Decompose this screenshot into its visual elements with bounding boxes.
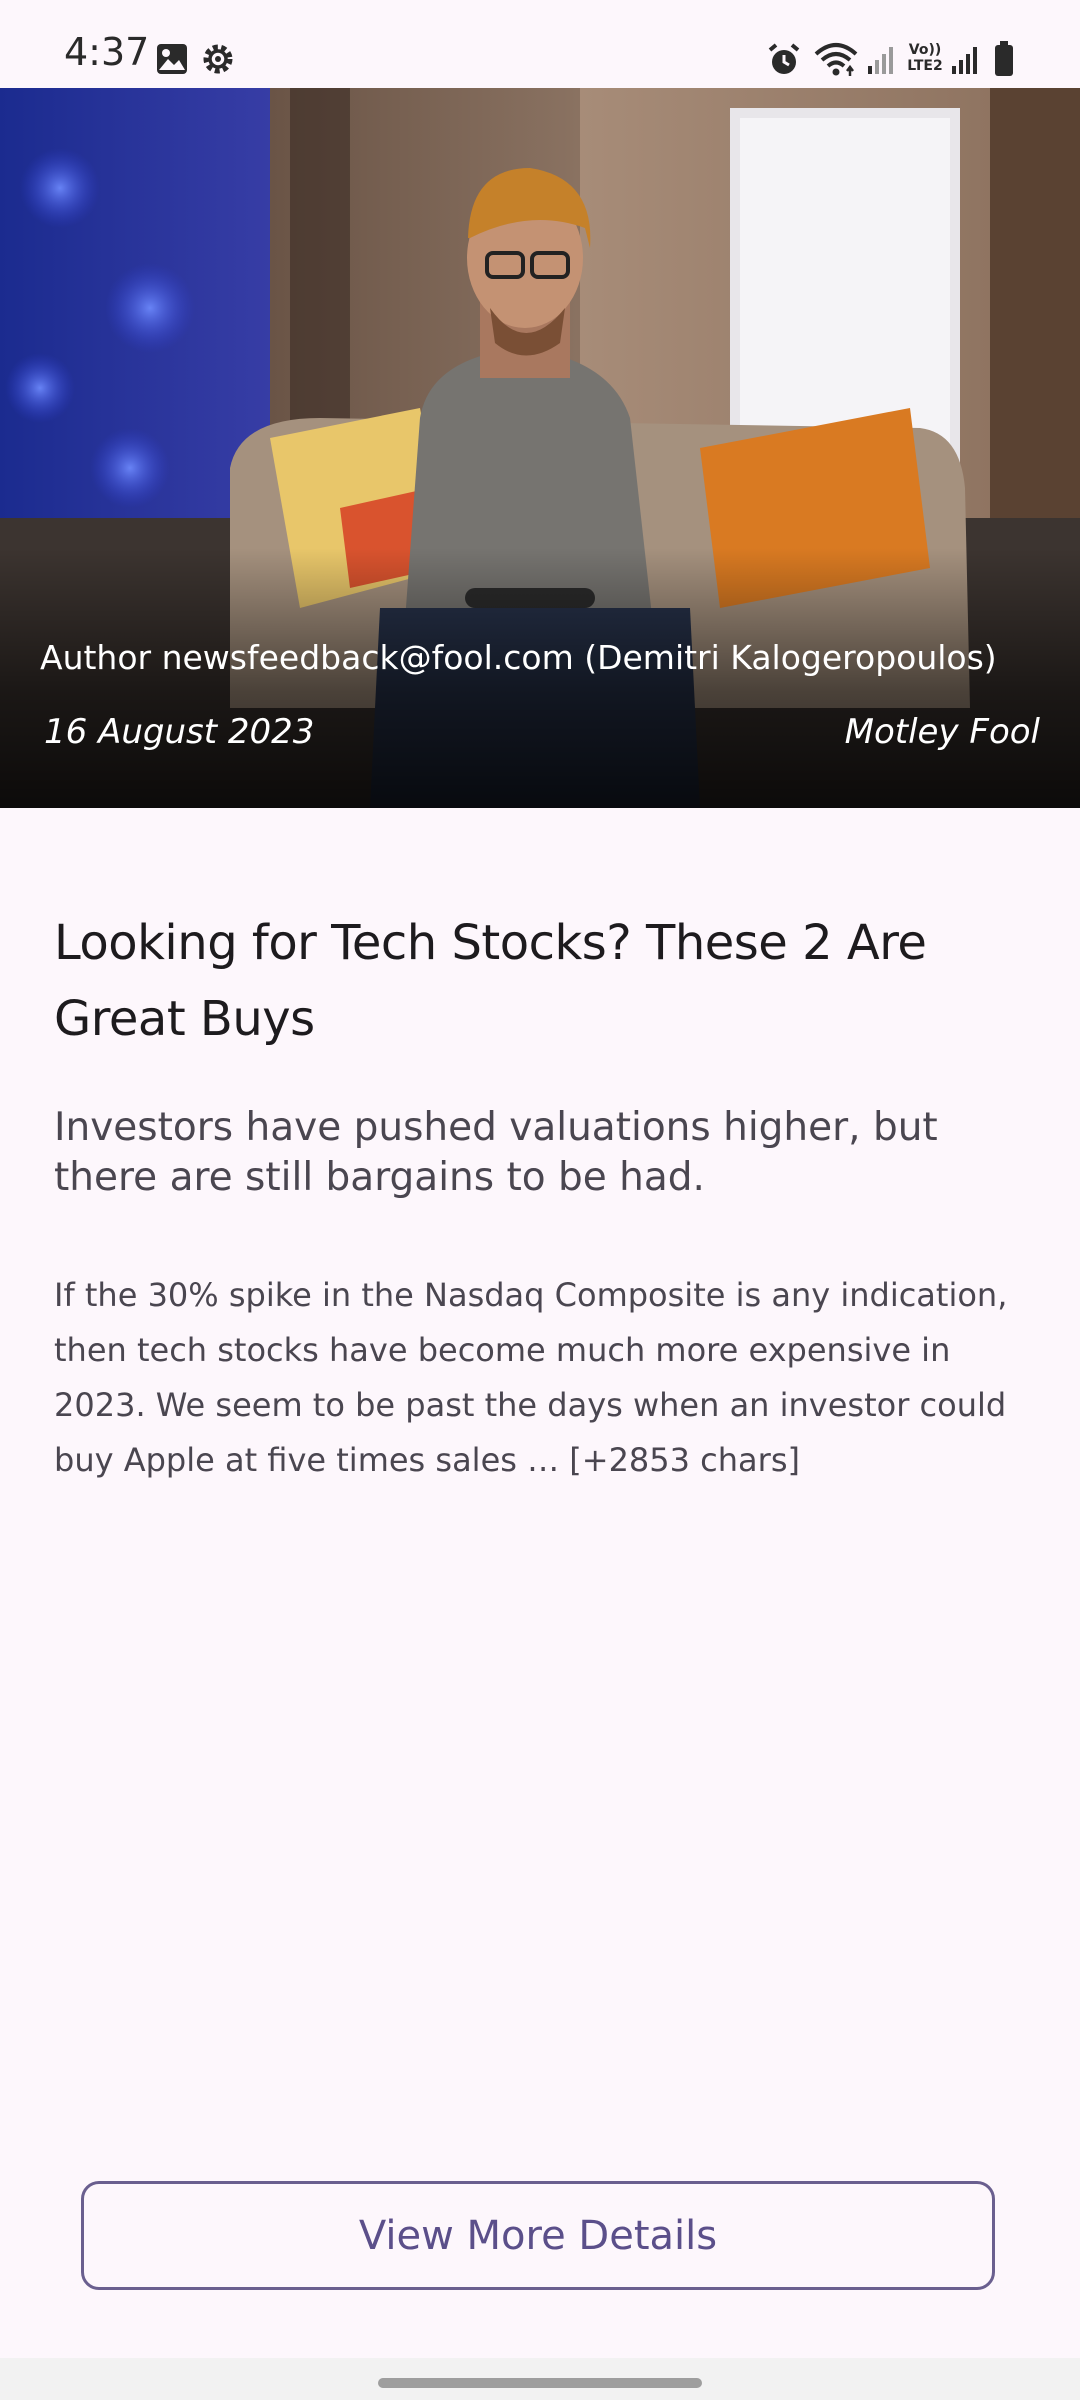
image-icon bbox=[157, 44, 187, 74]
article-date: 16 August 2023 bbox=[44, 712, 315, 752]
battery-icon bbox=[995, 41, 1013, 76]
gear-icon bbox=[203, 44, 233, 74]
article-author: Author newsfeedback@fool.com (Demitri Ka… bbox=[40, 638, 997, 677]
volte-icon: Vo)) LTE2 bbox=[907, 42, 943, 74]
signal-icon bbox=[952, 47, 977, 74]
article-source: Motley Fool bbox=[844, 712, 1040, 752]
view-more-details-button[interactable]: View More Details bbox=[81, 2181, 995, 2290]
article-content: If the 30% spike in the Nasdaq Composite… bbox=[54, 1276, 1008, 1479]
signal-icon bbox=[868, 47, 893, 74]
status-bar: 4:37 Vo)) LTE2 bbox=[0, 0, 1080, 88]
alarm-icon bbox=[768, 43, 800, 74]
wifi-icon bbox=[814, 43, 858, 76]
article-description: Investors have pushed valuations higher,… bbox=[54, 1105, 938, 1200]
article-title: Looking for Tech Stocks? These 2 Are Gre… bbox=[54, 915, 927, 1047]
article-image: Author newsfeedback@fool.com (Demitri Ka… bbox=[0, 88, 1080, 808]
image-gradient-overlay bbox=[0, 548, 1080, 808]
home-gesture-handle[interactable] bbox=[378, 2378, 702, 2388]
status-time: 4:37 bbox=[64, 30, 150, 74]
